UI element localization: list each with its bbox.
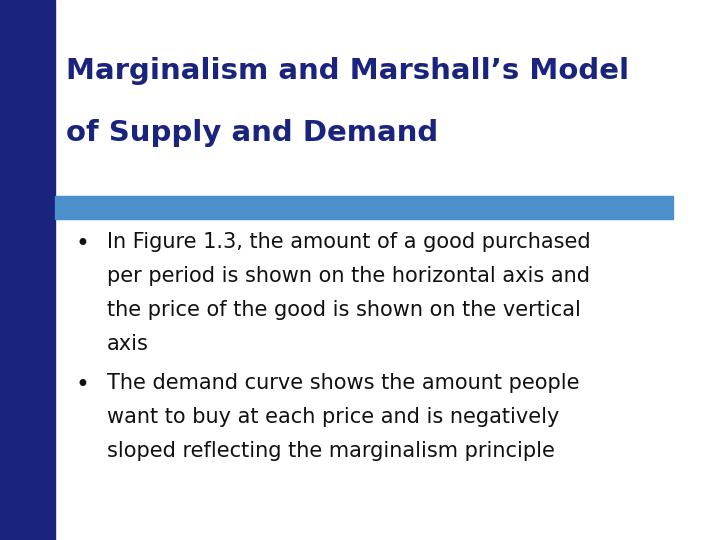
Bar bbox=[55, 196, 673, 219]
Text: •: • bbox=[76, 232, 90, 256]
Text: axis: axis bbox=[107, 334, 148, 354]
Text: the price of the good is shown on the vertical: the price of the good is shown on the ve… bbox=[107, 300, 580, 320]
Text: per period is shown on the horizontal axis and: per period is shown on the horizontal ax… bbox=[107, 266, 590, 286]
Text: want to buy at each price and is negatively: want to buy at each price and is negativ… bbox=[107, 407, 559, 427]
Text: The demand curve shows the amount people: The demand curve shows the amount people bbox=[107, 373, 579, 393]
Text: Marginalism and Marshall’s Model: Marginalism and Marshall’s Model bbox=[66, 57, 629, 85]
Bar bbox=[0, 0, 55, 540]
Text: •: • bbox=[76, 373, 90, 396]
Text: sloped reflecting the marginalism principle: sloped reflecting the marginalism princi… bbox=[107, 441, 554, 461]
Text: 31: 31 bbox=[12, 500, 44, 524]
Text: of Supply and Demand: of Supply and Demand bbox=[66, 119, 438, 147]
Text: In Figure 1.3, the amount of a good purchased: In Figure 1.3, the amount of a good purc… bbox=[107, 232, 590, 252]
